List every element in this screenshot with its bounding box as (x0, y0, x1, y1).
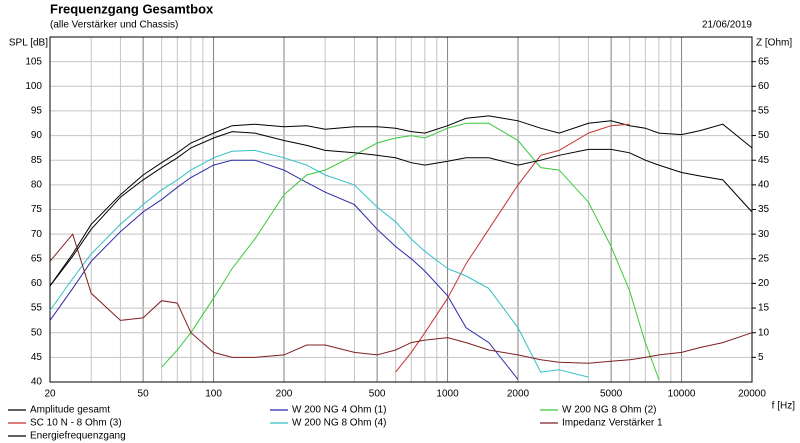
legend-label: W 200 NG 8 Ohm (4) (292, 418, 386, 429)
x-tick-label: 5000 (600, 389, 623, 400)
y2-axis-label: Z [Ohm] (756, 38, 792, 49)
y-tick-label: 105 (25, 56, 42, 67)
y-tick-label: 60 (31, 278, 43, 289)
y-tick-label: 50 (31, 327, 43, 338)
series-line (49, 149, 589, 378)
y-tick-label: 100 (25, 81, 42, 92)
x-axis-label: f [Hz] (772, 401, 796, 412)
legend-label: Energiefrequenzgang (30, 431, 126, 442)
x-tick-label: 10000 (668, 389, 696, 400)
y2-tick-label: 50 (758, 130, 770, 141)
x-tick-label: 200 (276, 389, 293, 400)
y-tick-label: 45 (31, 352, 43, 363)
series-line (161, 122, 660, 380)
y2-tick-label: 35 (758, 204, 770, 215)
y-tick-label: 90 (31, 130, 43, 141)
y-tick-label: 85 (31, 155, 43, 166)
legend-label: SC 10 N - 8 Ohm (3) (30, 418, 122, 429)
x-tick-label: 100 (205, 389, 222, 400)
y-axis-label: SPL [dB] (9, 38, 48, 49)
series-line (49, 115, 753, 287)
x-tick-label: 500 (369, 389, 386, 400)
x-tick-label: 1000 (436, 389, 459, 400)
series-line (49, 233, 753, 364)
y2-tick-label: 65 (758, 56, 770, 67)
legend-label: Impedanz Verstärker 1 (562, 418, 663, 429)
legend-label: W 200 NG 4 Ohm (1) (292, 405, 386, 416)
y-tick-label: 65 (31, 253, 43, 264)
series-line (395, 123, 630, 373)
y2-tick-label: 10 (758, 327, 770, 338)
y2-tick-label: 25 (758, 253, 770, 264)
chart-title: Frequenzgang Gesamtbox (50, 1, 214, 16)
y2-tick-label: 60 (758, 81, 770, 92)
x-tick-label: 20000 (738, 389, 766, 400)
y2-tick-label: 30 (758, 229, 770, 240)
plot-frame (49, 36, 753, 383)
y-tick-label: 55 (31, 303, 43, 314)
y2-tick-label: 5 (758, 352, 764, 363)
x-tick-label: 20 (44, 389, 56, 400)
y-tick-label: 40 (31, 377, 43, 388)
legend-label: W 200 NG 8 Ohm (2) (562, 405, 656, 416)
y-tick-label: 95 (31, 106, 43, 117)
y2-tick-label: 40 (758, 179, 770, 190)
x-tick-label: 50 (138, 389, 150, 400)
x-tick-label: 2000 (507, 389, 530, 400)
y-tick-label: 80 (31, 179, 43, 190)
chart-subtitle: (alle Verstärker und Chassis) (50, 20, 178, 31)
chart-date: 21/06/2019 (702, 20, 752, 31)
y-tick-label: 75 (31, 204, 43, 215)
y-tick-label: 70 (31, 229, 43, 240)
y2-tick-label: 20 (758, 278, 770, 289)
legend-label: Amplitude gesamt (30, 405, 110, 416)
y2-tick-label: 55 (758, 106, 770, 117)
y2-tick-label: 15 (758, 303, 770, 314)
series-line (49, 159, 519, 380)
series-line (49, 131, 753, 287)
y2-tick-label: 45 (758, 155, 770, 166)
